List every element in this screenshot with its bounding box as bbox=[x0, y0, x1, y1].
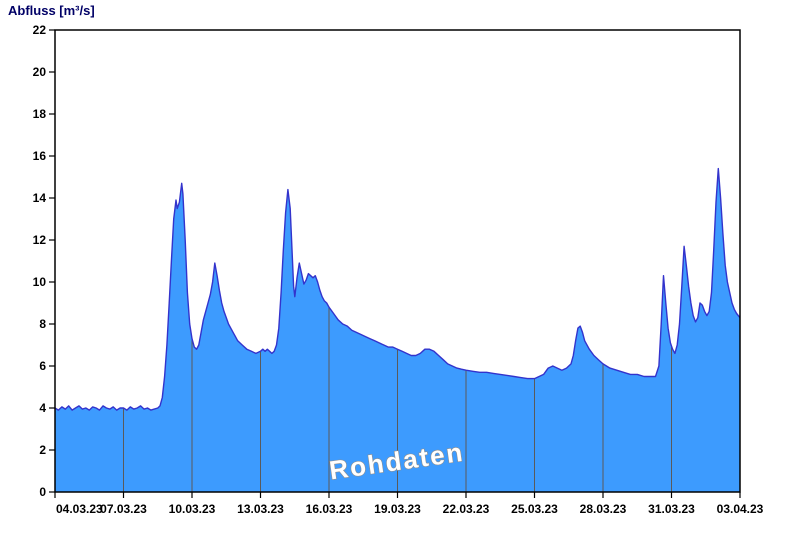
y-tick-label: 6 bbox=[39, 359, 46, 373]
x-tick-label: 16.03.23 bbox=[306, 502, 353, 516]
y-tick-label: 4 bbox=[39, 401, 46, 415]
y-tick-label: 10 bbox=[33, 275, 47, 289]
x-tick-label: 10.03.23 bbox=[169, 502, 216, 516]
area-fill bbox=[55, 168, 740, 492]
x-tick-label: 03.04.23 bbox=[717, 502, 764, 516]
discharge-line bbox=[54, 167, 741, 411]
x-tick-label: 13.03.23 bbox=[237, 502, 284, 516]
y-tick-label: 2 bbox=[39, 443, 46, 457]
x-tick-label: 28.03.23 bbox=[580, 502, 627, 516]
y-tick-label: 16 bbox=[33, 149, 47, 163]
x-tick-label: 31.03.23 bbox=[648, 502, 695, 516]
x-tick-label: 07.03.23 bbox=[100, 502, 147, 516]
y-tick-label: 14 bbox=[33, 191, 47, 205]
x-tick-label: 25.03.23 bbox=[511, 502, 558, 516]
chart-title: Abfluss [m³/s] bbox=[8, 3, 95, 18]
line-layer bbox=[54, 167, 741, 411]
y-tick-label: 12 bbox=[33, 233, 47, 247]
y-tick-label: 18 bbox=[33, 107, 47, 121]
x-tick-label: 19.03.23 bbox=[374, 502, 421, 516]
area-layer bbox=[55, 168, 740, 492]
y-tick-label: 8 bbox=[39, 317, 46, 331]
x-tick-label: 04.03.23 bbox=[56, 502, 103, 516]
y-tick-label: 0 bbox=[39, 485, 46, 499]
y-tick-label: 22 bbox=[33, 23, 47, 37]
x-tick-label: 22.03.23 bbox=[443, 502, 490, 516]
y-tick-label: 20 bbox=[33, 65, 47, 79]
